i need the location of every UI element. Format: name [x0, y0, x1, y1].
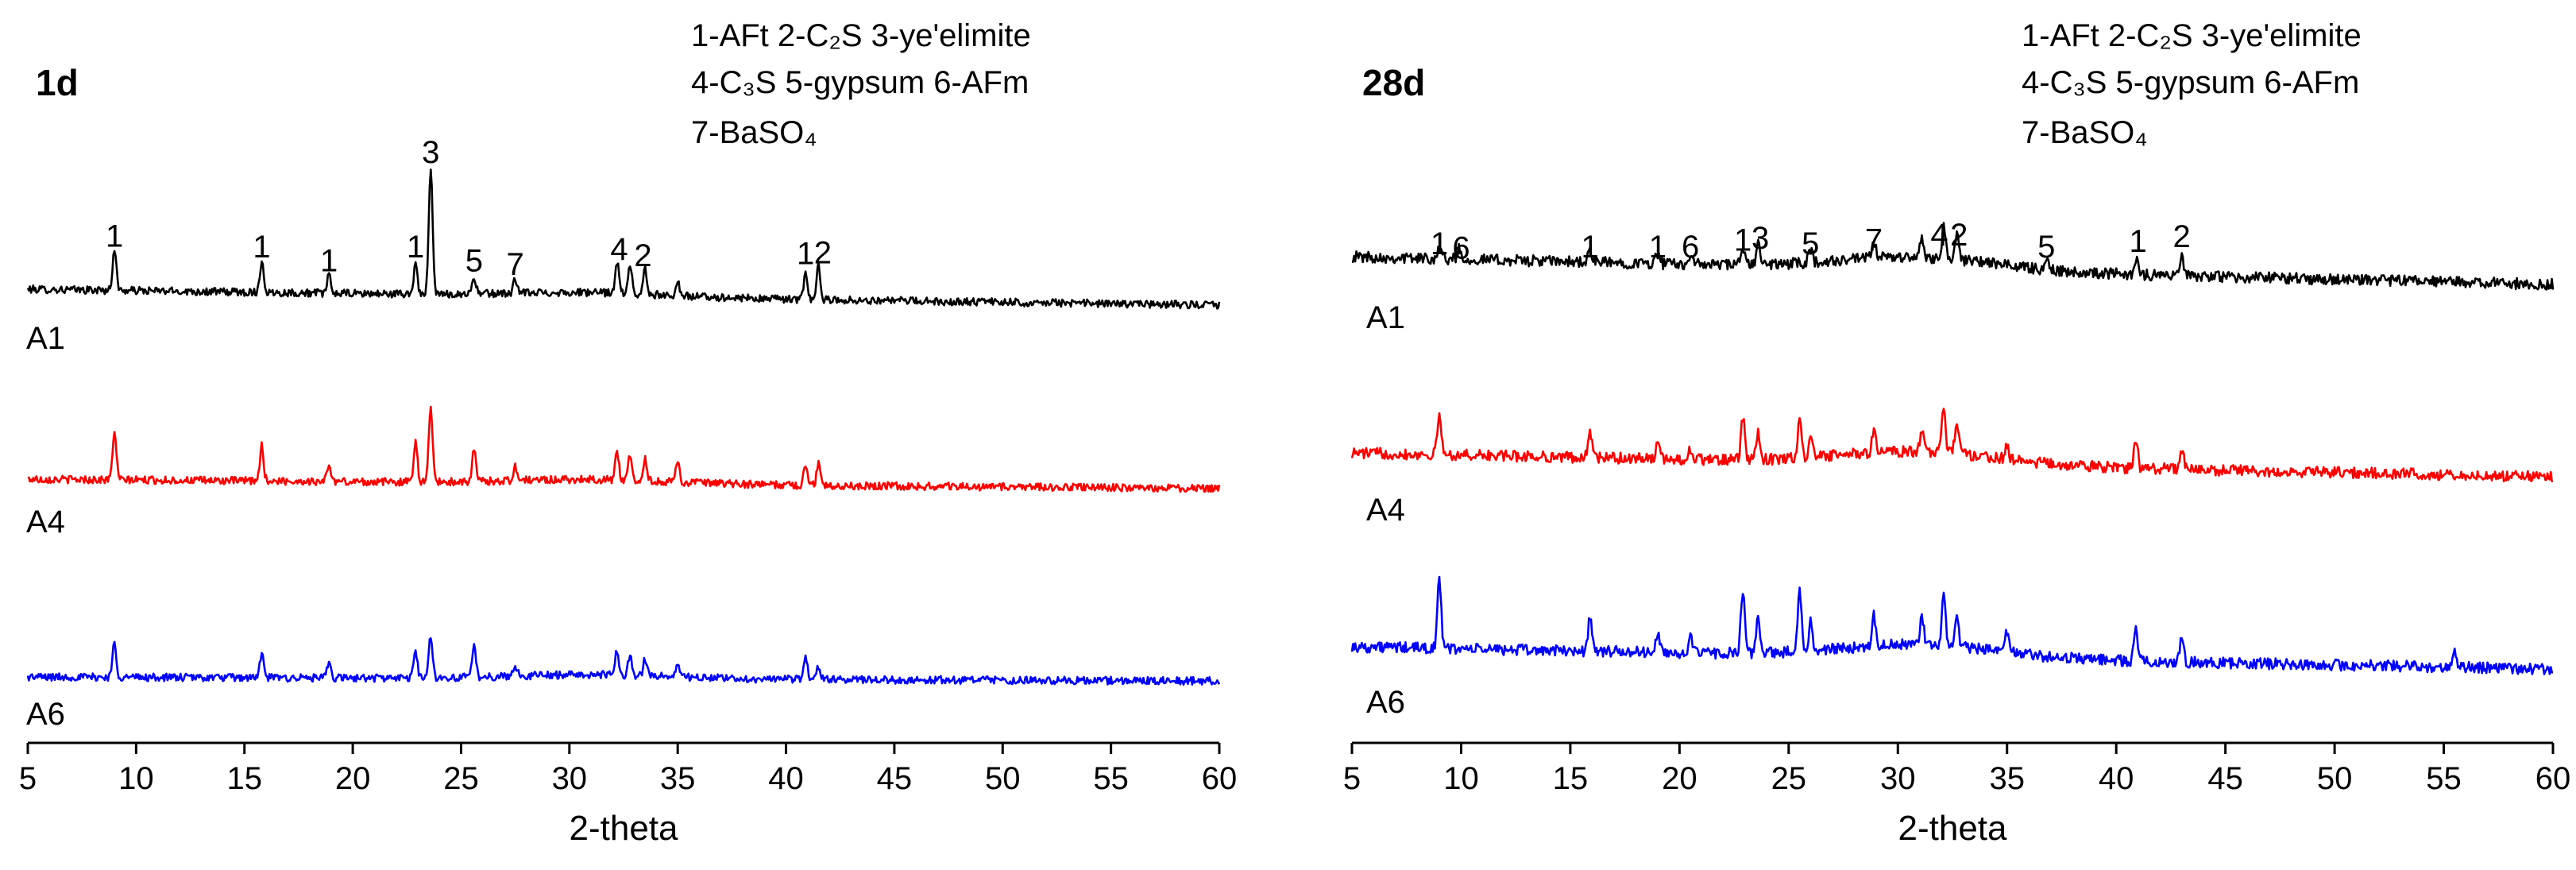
- panel-title: 28d: [1362, 62, 1425, 103]
- peak-label: 1: [106, 219, 123, 254]
- peak-label: 6: [1452, 230, 1470, 265]
- series-label-A4: A4: [1366, 493, 1405, 528]
- peak-label: 1: [2130, 224, 2147, 259]
- x-axis-label: 2-theta: [570, 809, 679, 848]
- series-label-A4: A4: [26, 505, 65, 539]
- x-tick-label: 20: [1662, 761, 1697, 796]
- series-line-A1: [1351, 222, 2555, 291]
- peak-label: 1: [1431, 226, 1448, 261]
- x-tick-label: 10: [1443, 761, 1479, 796]
- series-line-A6: [1350, 575, 2554, 675]
- x-axis-label: 2-theta: [1898, 809, 2008, 848]
- peak-label: 1: [1582, 230, 1599, 265]
- x-tick-label: 25: [443, 761, 479, 796]
- peak-label: 1: [320, 243, 338, 278]
- x-tick-label: 60: [2535, 761, 2571, 796]
- x-tick-label: 15: [1553, 761, 1589, 796]
- peak-label: 2: [634, 238, 651, 273]
- x-tick-label: 40: [768, 761, 804, 796]
- x-tick-label: 30: [1880, 761, 1916, 796]
- x-tick-label: 55: [2426, 761, 2462, 796]
- legend-line-2: 4-C₃S 5-gypsum 6-AFm: [2022, 65, 2359, 100]
- chart-panel-2: 28d 1-AFt 2-C₂S 3-ye'elimite 4-C₃S 5-gypsu…: [1343, 18, 2570, 848]
- panel-title: 1d: [36, 62, 79, 103]
- peak-label: 1: [797, 237, 814, 272]
- x-tick-label: 45: [877, 761, 913, 796]
- peak-label: 1: [253, 230, 270, 265]
- peak-label: 3: [422, 135, 439, 170]
- peak-label: 4: [610, 232, 628, 267]
- peak-label: 2: [814, 236, 832, 271]
- legend-line-1: 1-AFt 2-C₂S 3-ye'elimite: [691, 18, 1031, 53]
- peak-label: 4: [1930, 218, 1948, 253]
- x-tick-label: 35: [1989, 761, 2025, 796]
- x-tick-label: 50: [2317, 761, 2353, 796]
- x-tick-label: 35: [660, 761, 696, 796]
- peak-label: 1: [1649, 230, 1666, 265]
- peak-label: 7: [1865, 222, 1883, 257]
- x-tick-label: 15: [226, 761, 262, 796]
- x-tick-label: 20: [335, 761, 371, 796]
- series-label-A6: A6: [26, 697, 65, 732]
- legend-line-3: 7-BaSO₄: [2022, 115, 2148, 150]
- chart-panel-1: 1d 1-AFt 2-C₂S 3-ye'elimite 4-C₃S 5-gypsum…: [19, 18, 1237, 848]
- peak-label: 5: [1802, 226, 1819, 261]
- legend-line-1: 1-AFt 2-C₂S 3-ye'elimite: [2022, 18, 2362, 53]
- x-tick-label: 55: [1093, 761, 1129, 796]
- peak-label: 7: [507, 247, 524, 282]
- peak-label: 2: [1950, 218, 1968, 253]
- peak-label: 2: [2173, 219, 2191, 254]
- peak-label: 1: [1734, 222, 1751, 257]
- x-tick-label: 10: [118, 761, 154, 796]
- series-line-A6: [26, 637, 1221, 686]
- series-label-A1: A1: [26, 321, 65, 356]
- x-tick-label: 40: [2099, 761, 2134, 796]
- x-tick-label: 25: [1771, 761, 1807, 796]
- x-tick-label: 30: [552, 761, 588, 796]
- x-tick-label: 60: [1202, 761, 1238, 796]
- series-label-A6: A6: [1366, 685, 1405, 720]
- peak-label: 6: [1682, 230, 1699, 265]
- legend-line-3: 7-BaSO₄: [691, 115, 817, 150]
- x-tick-label: 5: [1343, 761, 1361, 796]
- x-tick-label: 50: [985, 761, 1021, 796]
- x-tick-label: 5: [19, 761, 37, 796]
- peak-label: 3: [1751, 221, 1769, 256]
- series-line-A1: [26, 168, 1221, 310]
- series-line-A4: [1350, 408, 2554, 483]
- peak-label: 5: [2037, 230, 2055, 265]
- series-line-A4: [27, 405, 1221, 493]
- peak-label: 1: [407, 230, 424, 265]
- x-tick-label: 45: [2207, 761, 2243, 796]
- peak-label: 5: [465, 243, 483, 278]
- series-label-A1: A1: [1366, 300, 1405, 335]
- legend-line-2: 4-C₃S 5-gypsum 6-AFm: [691, 65, 1029, 100]
